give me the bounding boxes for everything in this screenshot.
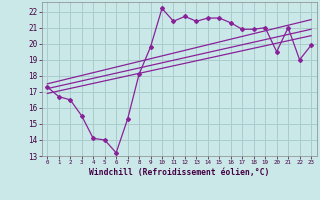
- X-axis label: Windchill (Refroidissement éolien,°C): Windchill (Refroidissement éolien,°C): [89, 168, 269, 177]
